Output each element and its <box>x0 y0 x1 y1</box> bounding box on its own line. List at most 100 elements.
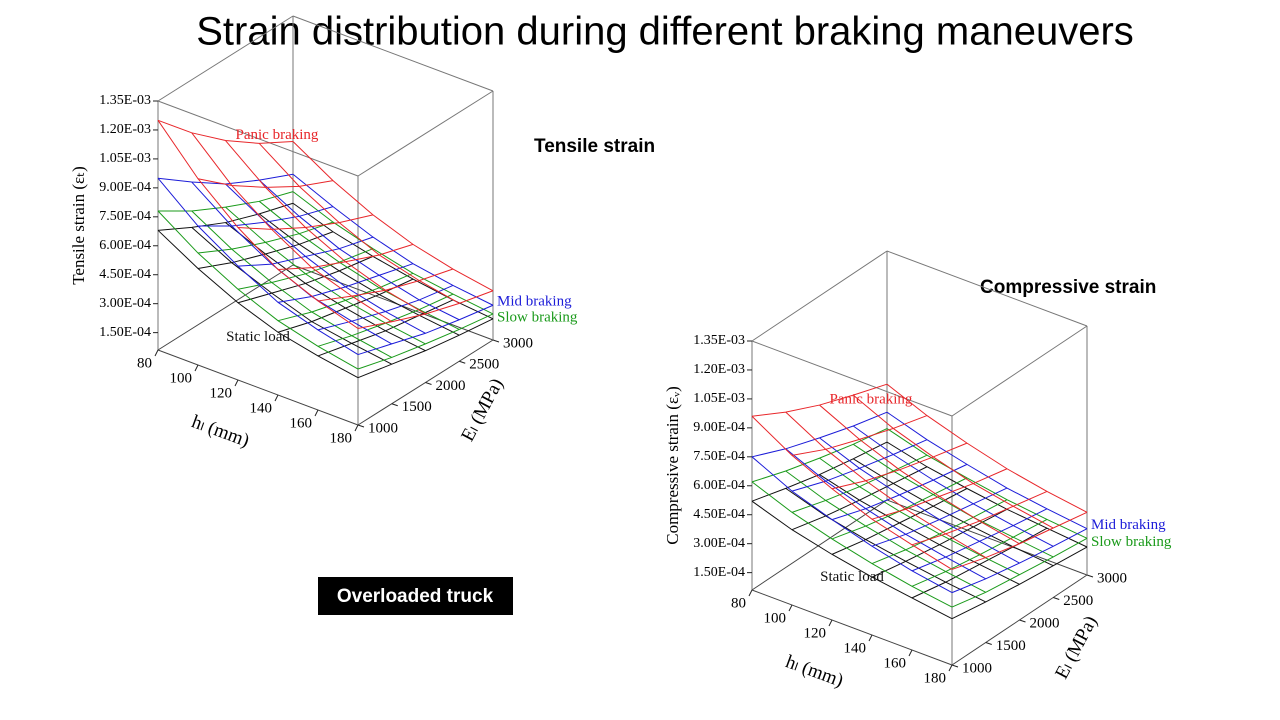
mesh-line <box>751 383 888 417</box>
mesh-line <box>237 214 374 230</box>
x-tick <box>868 634 873 642</box>
mesh-line <box>819 474 1020 585</box>
z-tick-label: 9.00E-04 <box>99 180 151 195</box>
mesh-line <box>951 511 1088 570</box>
x-tick <box>314 409 319 417</box>
z-tick-label: 1.35E-03 <box>99 93 151 108</box>
box-edge <box>951 325 1088 417</box>
box-edge <box>751 250 888 342</box>
mesh-line <box>791 415 928 456</box>
mesh-line <box>225 140 426 315</box>
mesh-line <box>191 132 393 323</box>
series-label: Panic braking <box>236 127 319 143</box>
z-tick-label: 3.00E-04 <box>99 296 151 311</box>
mesh-line <box>886 383 1088 513</box>
mesh-line <box>831 463 968 521</box>
mesh-line <box>751 481 953 608</box>
mesh-line <box>237 255 374 304</box>
mesh-line <box>791 454 928 513</box>
mesh-line <box>785 487 986 603</box>
x-tick-label: 100 <box>764 610 787 626</box>
mesh-line <box>751 415 953 570</box>
mesh-line <box>819 404 1020 545</box>
chart-title: Tensile strain <box>534 136 655 157</box>
mesh-line <box>871 499 1008 565</box>
badge-box <box>318 577 513 615</box>
mesh-line <box>357 290 494 329</box>
mesh-line <box>258 179 460 321</box>
mesh-line <box>357 304 494 356</box>
y-tick-label: 1000 <box>962 660 992 676</box>
x-tick <box>788 604 793 612</box>
mesh-line <box>225 183 426 334</box>
mesh-line <box>277 243 414 271</box>
x-tick <box>828 619 833 627</box>
x-tick <box>908 649 913 657</box>
series-label: Slow braking <box>1091 534 1172 550</box>
mesh-line <box>852 425 1054 547</box>
z-tick-label: 1.50E-04 <box>99 325 151 340</box>
mesh-line <box>831 442 968 490</box>
mesh-line <box>277 263 414 303</box>
y-tick-label: 2000 <box>1030 615 1060 631</box>
y-tick-label: 2500 <box>1063 593 1093 609</box>
series-label: Static load <box>226 329 290 345</box>
x-tick <box>274 394 279 402</box>
mesh-line <box>751 456 953 594</box>
mesh-line <box>751 500 953 620</box>
x-tick-label: 140 <box>250 400 273 416</box>
mesh-line <box>157 229 359 379</box>
mesh-line <box>157 177 359 355</box>
mesh-line <box>785 448 986 580</box>
x-tick-label: 180 <box>924 670 947 686</box>
mesh-line <box>831 488 968 555</box>
mesh-line <box>852 443 1054 558</box>
mesh-line <box>357 313 494 370</box>
mesh-line <box>157 120 359 329</box>
z-tick-label: 7.50E-04 <box>99 209 151 224</box>
mesh-line <box>852 458 1054 567</box>
mesh-line <box>317 268 454 302</box>
box-edge <box>357 90 494 177</box>
mesh-line <box>157 191 294 212</box>
box-edge <box>157 100 359 177</box>
z-axis-label: Compressive strain (εᵥ) <box>663 386 682 545</box>
mesh-line <box>292 191 494 315</box>
surface-chart: Compressive strain 1.50E-04 3.00E-04 4.50E-… <box>663 250 1172 691</box>
mesh-line <box>191 210 392 358</box>
mesh-line <box>911 491 1048 546</box>
x-tick <box>234 379 239 387</box>
y-tick-label: 2500 <box>469 357 499 373</box>
mesh-line <box>197 221 334 254</box>
z-axis-label: Tensile strain (εₜ) <box>69 166 88 285</box>
mesh-line <box>751 441 888 502</box>
mesh-line <box>317 293 454 347</box>
z-tick-label: 1.20E-03 <box>99 122 151 137</box>
series-label: Mid braking <box>497 294 572 310</box>
z-tick-label: 4.50E-04 <box>99 267 151 282</box>
z-tick-label: 1.05E-03 <box>693 391 745 406</box>
series-label: Slow braking <box>497 309 578 325</box>
box-edge <box>157 264 294 351</box>
series-label: Mid braking <box>1091 517 1166 533</box>
z-tick-label: 6.00E-04 <box>99 238 151 253</box>
mesh-line <box>197 231 334 269</box>
surface-chart: Tensile strain 1.50E-04 3.00E-04 4.50E-04 6.… <box>69 15 655 451</box>
x-tick-label: 160 <box>290 415 313 431</box>
y-tick-label: 1500 <box>996 638 1026 654</box>
x-tick <box>354 424 359 432</box>
mesh-line <box>317 299 454 357</box>
z-tick-label: 1.05E-03 <box>99 151 151 166</box>
mesh-line <box>951 537 1088 608</box>
y-tick <box>357 424 365 428</box>
mesh-line <box>911 527 1048 599</box>
y-tick <box>492 339 500 343</box>
box-edge <box>751 589 953 666</box>
mesh-line <box>791 439 928 492</box>
mesh-line <box>237 236 374 267</box>
mesh-line <box>886 428 1088 539</box>
mesh-line <box>237 248 374 290</box>
mesh-line <box>751 411 888 458</box>
x-tick-label: 160 <box>884 655 907 671</box>
